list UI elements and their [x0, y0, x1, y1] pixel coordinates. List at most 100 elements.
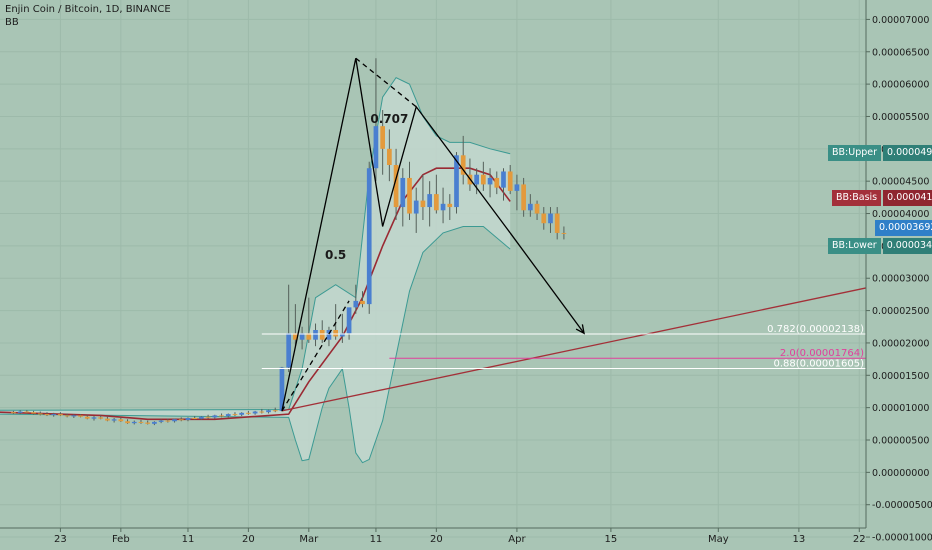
time-tick-label: 15 [605, 534, 618, 545]
price-tick-label: 0.00002500 [872, 306, 929, 317]
price-tick-label: 0.00002000 [872, 338, 929, 349]
candle-body [152, 421, 157, 424]
candle-body [387, 148, 392, 165]
candle-body [78, 415, 83, 417]
ratio-label: 0.5 [325, 248, 346, 262]
candle-body [199, 416, 204, 419]
candle-body [17, 411, 23, 413]
candle-body [246, 412, 251, 414]
time-tick-label: 11 [370, 534, 383, 545]
bb-upper-value: 0.00004924 [883, 145, 932, 161]
grid [0, 0, 866, 538]
last-price-value: 0.00003692 [875, 220, 932, 236]
price-axis-bg [866, 0, 932, 550]
price-tick-label: 0.00000000 [872, 468, 929, 479]
price-tick-label: 0.00004000 [872, 209, 929, 220]
candle-body [346, 307, 352, 334]
price-tick-label: 0.00001500 [872, 371, 929, 382]
fib-level-label: 0.88(0.00001605) [773, 359, 864, 370]
candle-body [554, 213, 560, 233]
price-tick-label: 0.00005500 [872, 112, 929, 123]
drawings[interactable]: 0.782(0.00002138) 2.0(0.00001764)0.88(0.0… [261, 57, 867, 412]
bb-upper-label: BB:Upper [828, 145, 881, 161]
price-tick-label: 0.00003000 [872, 274, 929, 285]
price-tick-label: 0.00007000 [872, 15, 929, 26]
time-tick-label: 22 [853, 534, 866, 545]
candle-body [64, 415, 70, 417]
price-tick-label: 0.00001000 [872, 403, 929, 414]
bb-basis-value: 0.00004187 [883, 190, 932, 206]
band-fill [0, 77, 511, 463]
candle-body [326, 330, 332, 340]
candle-body [31, 412, 36, 414]
price-tick-label: 0.00006500 [872, 47, 929, 58]
candle-body [306, 333, 312, 340]
candle-body [125, 421, 130, 424]
candle-body [420, 200, 426, 208]
candle-body [501, 171, 506, 188]
candle-body [527, 203, 533, 211]
candle-body [138, 421, 144, 423]
candle-body [333, 330, 339, 337]
candle-body [192, 418, 198, 419]
candle-body [286, 333, 292, 368]
bb-lower-line [0, 225, 511, 464]
candle-body [37, 413, 43, 415]
candle-body [266, 410, 271, 413]
time-tick-label: 20 [242, 534, 255, 545]
candle-body [259, 411, 265, 413]
candle-body [225, 414, 231, 417]
candle-body [105, 418, 110, 421]
candle-body [279, 367, 285, 411]
price-tick-label: -0.00001000 [872, 533, 932, 544]
pattern-dashed-line [355, 57, 417, 108]
candle-body [521, 184, 526, 211]
bb-basis-label: BB:Basis [832, 190, 882, 206]
candle-body [380, 126, 386, 149]
indicator-label: BB [5, 17, 19, 28]
candle-body [561, 232, 567, 234]
candle-body [447, 203, 453, 208]
price-tick-label: 0.00000500 [872, 436, 929, 447]
last-price-badge: 0.00003692 [875, 220, 932, 236]
candle-body [400, 177, 406, 208]
bollinger-bands [0, 77, 511, 464]
candle-body [534, 203, 540, 214]
time-tick-label: 13 [793, 534, 806, 545]
candle-body [205, 416, 211, 418]
candle-body [454, 155, 459, 208]
candle-body [427, 194, 432, 208]
candlesticks[interactable] [11, 58, 567, 426]
time-tick-label: Mar [299, 534, 319, 545]
candle-body [480, 174, 486, 185]
candle-body [313, 330, 318, 340]
candle-body [232, 414, 238, 416]
candle-body [11, 412, 16, 414]
price-tick-label: 0.00004500 [872, 177, 929, 188]
pattern-line [281, 58, 511, 412]
candle-body [360, 300, 365, 305]
time-tick-label: 20 [430, 534, 443, 545]
time-tick-label: Apr [508, 534, 526, 545]
candle-body [212, 415, 218, 418]
candle-body [44, 414, 50, 416]
candle-body [514, 184, 520, 191]
candle-body [24, 411, 30, 413]
candle-body [145, 422, 151, 424]
candle-body [252, 411, 258, 414]
candle-body [507, 171, 513, 191]
time-tick-label: May [708, 534, 729, 545]
chart-title: Enjin Coin / Bitcoin, 1D, BINANCE [5, 4, 171, 15]
candle-body [319, 330, 325, 340]
candle-body [111, 419, 117, 421]
pattern-dashed-line [281, 300, 350, 412]
time-tick-label: Feb [112, 534, 130, 545]
candle-body [440, 203, 446, 211]
candle-body [366, 168, 372, 305]
time-tick-label: 23 [54, 534, 67, 545]
candle-body [178, 419, 184, 421]
